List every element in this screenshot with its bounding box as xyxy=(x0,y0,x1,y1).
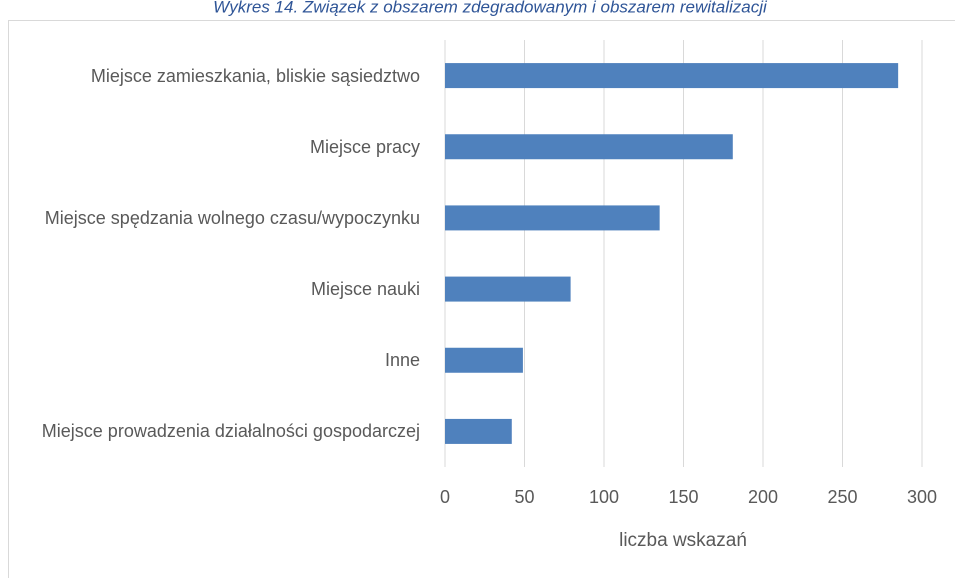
x-axis-title: liczba wskazań xyxy=(619,530,747,551)
bar xyxy=(445,134,733,160)
chart-title: Wykres 14. Związek z obszarem zdegradowa… xyxy=(213,0,768,16)
x-tick-label: 150 xyxy=(668,487,698,507)
x-tick-label: 0 xyxy=(440,487,450,507)
y-tick-label: Miejsce spędzania wolnego czasu/wypoczyn… xyxy=(44,207,420,228)
y-tick-label: Miejsce pracy xyxy=(309,136,420,157)
bar xyxy=(445,276,571,302)
y-tick-label: Miejsce prowadzenia działalności gospoda… xyxy=(41,421,420,442)
x-tick-label: 50 xyxy=(514,487,534,507)
chart-frame xyxy=(8,20,955,578)
y-tick-label: Inne xyxy=(384,350,420,371)
y-tick-label: Miejsce nauki xyxy=(310,279,420,300)
x-tick-label: 250 xyxy=(827,487,857,507)
bar xyxy=(445,418,512,444)
bar xyxy=(445,205,660,231)
bar xyxy=(445,63,899,89)
x-tick-label: 200 xyxy=(748,487,778,507)
bar xyxy=(445,347,523,373)
x-tick-label: 100 xyxy=(589,487,619,507)
x-tick-label: 300 xyxy=(907,487,937,507)
y-tick-label: Miejsce zamieszkania, bliskie sąsiedztwo xyxy=(90,65,420,86)
